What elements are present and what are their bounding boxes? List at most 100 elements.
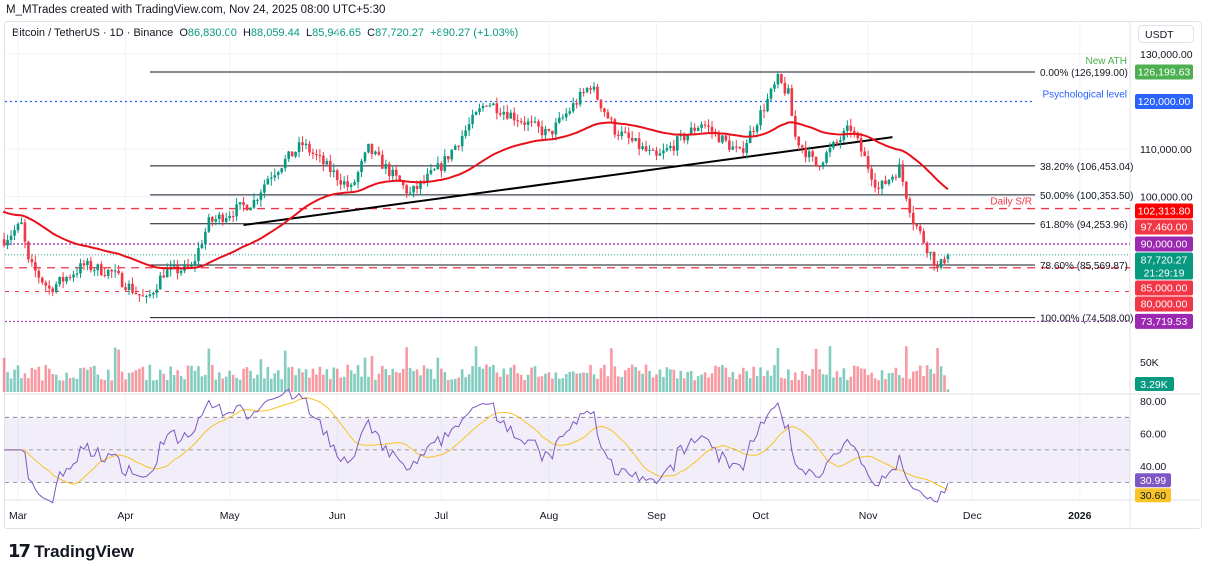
volume-bar — [728, 377, 731, 392]
candle-body — [290, 151, 294, 157]
volume-bar — [363, 357, 367, 392]
volume-bar — [474, 346, 478, 392]
rsi-tag — [1135, 473, 1171, 488]
candle-body — [505, 111, 509, 119]
volume-bar — [911, 371, 915, 392]
candle-body — [700, 124, 703, 128]
candle-body — [401, 181, 405, 186]
volume-bar — [367, 376, 370, 392]
low-label: L — [305, 27, 313, 39]
rsi-tag — [1135, 488, 1171, 503]
candle-body — [214, 219, 218, 222]
candle-body — [377, 151, 381, 155]
volume-bar — [596, 378, 599, 392]
volume-bar — [82, 367, 86, 392]
candle-body — [297, 142, 301, 152]
volume-bar — [818, 369, 821, 392]
candle-body — [925, 242, 929, 254]
volume-bar — [280, 379, 284, 392]
volume-bar — [932, 373, 936, 392]
volume-bar — [110, 380, 113, 392]
volume-bar — [377, 373, 381, 392]
candle-body — [322, 155, 325, 165]
candle-body — [16, 223, 20, 231]
volume-bars — [2, 346, 950, 392]
volume-bar — [96, 374, 100, 392]
volume-bar — [516, 373, 519, 392]
candle-body — [509, 112, 513, 119]
volume-bar — [648, 370, 651, 392]
candle-body — [113, 270, 117, 272]
candle-body — [655, 150, 658, 156]
volume-bar — [804, 374, 807, 392]
candle-body — [453, 145, 457, 150]
candle-body — [179, 270, 183, 274]
time-axis-label: Dec — [963, 510, 982, 522]
candle-body — [696, 127, 700, 131]
volume-bar — [502, 368, 506, 392]
candle-body — [797, 136, 801, 146]
volume-bar — [58, 380, 61, 392]
candle-body — [936, 265, 939, 268]
candle-body — [707, 125, 710, 127]
volume-bar — [419, 375, 422, 392]
currency-button[interactable]: USDT — [1138, 25, 1194, 43]
volume-bar — [846, 380, 849, 392]
volume-bar — [228, 370, 231, 392]
candle-body — [263, 184, 266, 193]
volume-bar — [929, 368, 932, 392]
candle-body — [117, 270, 120, 274]
symbol-name[interactable]: Bitcoin / TetherUS · 1D · Binance — [12, 27, 174, 39]
candle-body — [717, 132, 721, 143]
candle-body — [558, 117, 561, 123]
volume-bar — [630, 364, 634, 392]
volume-bar — [238, 379, 242, 392]
volume-bar — [335, 368, 339, 392]
volume-bar — [294, 375, 297, 392]
candle-body — [499, 113, 502, 115]
time-axis-label: Jul — [435, 510, 448, 522]
price-tag — [1135, 64, 1193, 80]
candle-body — [40, 277, 44, 283]
volume-bar — [905, 346, 908, 392]
volume-bar — [179, 375, 183, 392]
volume-bar — [828, 346, 832, 392]
candle-body — [311, 152, 315, 154]
tradingview-logo[interactable]: 𝟭𝟳 TradingView — [8, 541, 134, 562]
time-axis-label: 2026 — [1068, 510, 1092, 522]
candle-body — [457, 145, 460, 147]
candle-body — [207, 217, 211, 232]
volume-bar — [124, 379, 127, 392]
volume-bar — [783, 378, 787, 392]
high-label: H — [242, 27, 251, 39]
candle-body — [155, 289, 159, 294]
candle-body — [814, 156, 818, 167]
volume-bar — [2, 357, 6, 392]
candle-body — [54, 284, 58, 293]
time-axis-label: Apr — [117, 510, 134, 522]
candle-body — [811, 151, 814, 157]
candle-body — [665, 148, 669, 151]
volume-axis-label: 50K — [1140, 357, 1159, 369]
candle-body — [911, 212, 915, 225]
candle-body — [276, 172, 280, 176]
candle-body — [918, 226, 922, 232]
volume-bar — [89, 367, 93, 392]
candle-body — [304, 143, 308, 146]
fib-level-label: 100.00% (74,508.00) — [1040, 314, 1133, 325]
volume-bar — [103, 380, 107, 392]
candle-body — [512, 112, 516, 121]
volume-bar — [686, 371, 690, 392]
candle-body — [391, 169, 395, 177]
candle-body — [249, 207, 252, 211]
candle-body — [755, 125, 759, 132]
candle-body — [349, 184, 353, 187]
volume-bar — [464, 377, 467, 392]
volume-bar — [700, 374, 703, 392]
candle-body — [571, 103, 575, 112]
candle-body — [866, 156, 870, 169]
volume-bar — [301, 372, 304, 392]
volume-bar — [512, 364, 516, 392]
volume-bar — [339, 377, 343, 392]
